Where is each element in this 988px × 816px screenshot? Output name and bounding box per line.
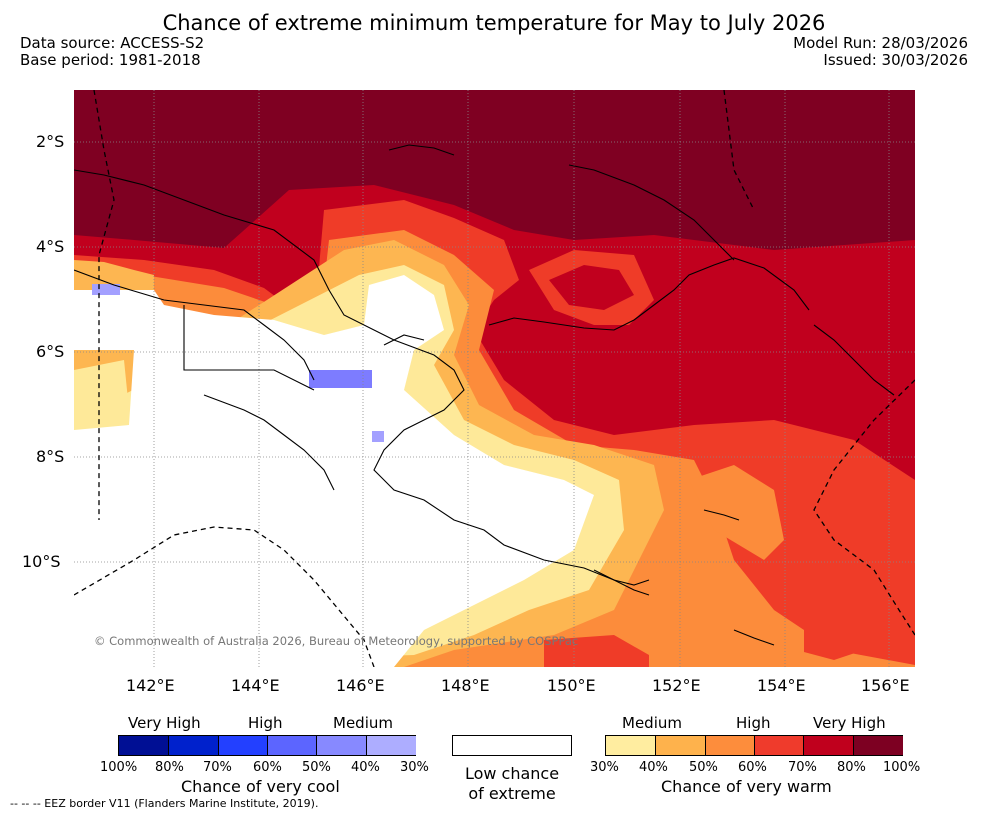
low-chance-swatch <box>452 735 572 756</box>
cool-tick: 30% <box>400 760 429 775</box>
warm-colorbar <box>605 735 903 756</box>
low-chance-area <box>74 275 594 667</box>
model-run-text: Model Run: 28/03/2026 <box>793 34 968 52</box>
lon-label-142e: 142°E <box>126 676 175 695</box>
cool-tick: 50% <box>302 760 331 775</box>
probability-map: © Commonwealth of Australia 2026, Bureau… <box>74 90 915 667</box>
lon-label-154e: 154°E <box>757 676 806 695</box>
cool-30-patch-small <box>372 431 384 442</box>
lon-label-152e: 152°E <box>652 676 701 695</box>
warm-70-area <box>74 185 915 500</box>
lat-label-8s: 8°S <box>36 447 65 466</box>
cool-tick: 40% <box>351 760 380 775</box>
warm-70-patch-east <box>774 335 864 365</box>
cool-header-high: High <box>248 714 283 732</box>
lon-label-146e: 146°E <box>336 676 385 695</box>
low-chance-label-line2: of extreme <box>468 784 556 803</box>
cool-40-patch <box>309 370 372 388</box>
lon-label-156e: 156°E <box>861 676 910 695</box>
low-chance-label-line1: Low chance <box>464 764 560 783</box>
cool-colorbar-cell <box>267 736 318 755</box>
base-period-text: Base period: 1981-2018 <box>20 51 201 69</box>
warm-tick: 30% <box>590 760 619 775</box>
eez-borders <box>74 90 915 667</box>
coastlines <box>74 144 895 646</box>
cool-header-medium: Medium <box>333 714 393 732</box>
cool-header-very-high: Very High <box>128 714 201 732</box>
cool-colorbar-cell <box>365 736 416 755</box>
warm-caption: Chance of very warm <box>661 777 832 796</box>
eez-border-note: -- -- -- EEZ border V11 (Flanders Marine… <box>10 797 319 810</box>
warm-70-inner <box>549 265 634 310</box>
data-source-text: Data source: ACCESS-S2 <box>20 34 205 52</box>
warm-header-very-high: Very High <box>813 714 886 732</box>
lat-label-6s: 6°S <box>36 342 65 361</box>
warm-tick: 80% <box>837 760 866 775</box>
lon-label-150e: 150°E <box>547 676 596 695</box>
warm-colorbar-cell <box>606 736 656 755</box>
cool-colorbar-cell <box>119 736 169 755</box>
warm-header-high: High <box>736 714 771 732</box>
lat-label-2s: 2°S <box>36 132 65 151</box>
lat-label-10s: 10°S <box>22 552 61 571</box>
cool-tick: 100% <box>100 760 138 775</box>
warm-60-southeast <box>804 625 864 660</box>
warm-tick: 50% <box>689 760 718 775</box>
graticule <box>74 90 915 667</box>
cool-tick: 80% <box>155 760 184 775</box>
lon-label-144e: 144°E <box>231 676 280 695</box>
warm-50-east <box>689 465 784 560</box>
warm-tick: 60% <box>738 760 767 775</box>
warm-colorbar-cell <box>852 736 903 755</box>
warm-colorbar-cell <box>655 736 706 755</box>
warm-tick: 40% <box>639 760 668 775</box>
warm-tick: 70% <box>788 760 817 775</box>
copyright-text: © Commonwealth of Australia 2026, Bureau… <box>94 634 578 648</box>
cool-tick: 70% <box>203 760 232 775</box>
map-panel: © Commonwealth of Australia 2026, Bureau… <box>74 90 915 667</box>
map-title: Chance of extreme minimum temperature fo… <box>162 11 826 35</box>
cool-colorbar-cell <box>316 736 367 755</box>
cool-colorbar-cell <box>217 736 268 755</box>
warm-colorbar-cell <box>754 736 805 755</box>
cool-colorbar-cell <box>168 736 219 755</box>
warm-colorbar-cell <box>704 736 755 755</box>
cool-caption: Chance of very cool <box>181 777 340 796</box>
issued-text: Issued: 30/03/2026 <box>823 51 968 69</box>
lon-label-148e: 148°E <box>441 676 490 695</box>
cool-tick: 60% <box>253 760 282 775</box>
warm-colorbar-cell <box>803 736 854 755</box>
warm-60-south <box>544 635 649 667</box>
warm-header-medium: Medium <box>622 714 682 732</box>
lat-label-4s: 4°S <box>36 237 65 256</box>
warm-tick: 100% <box>883 760 921 775</box>
cool-colorbar <box>118 735 416 756</box>
